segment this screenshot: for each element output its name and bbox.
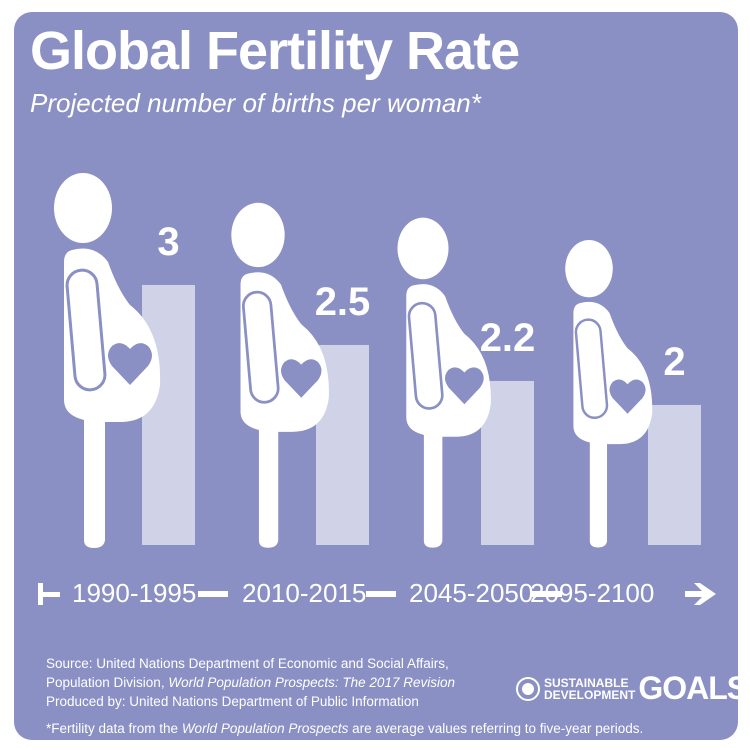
body [64, 248, 161, 548]
produced-by: Produced by: United Nations Department o… [46, 694, 419, 709]
arm [65, 268, 107, 392]
source-publication: World Population Prospects: The 2017 Rev… [168, 675, 455, 690]
logo-text: SUSTAINABLE DEVELOPMENT [544, 677, 635, 701]
arm [241, 290, 280, 404]
body [406, 284, 491, 548]
heart-icon [609, 379, 646, 414]
source-prefix: Population Division, [46, 675, 169, 690]
source-line-1: Source: United Nations Department of Eco… [46, 656, 449, 671]
period-label-1: 1990-1995 [72, 578, 197, 608]
pregnant-woman-icon-3 [397, 217, 491, 548]
logo-goals: GOALS [638, 670, 748, 706]
source-line-2: Population Division, World Population Pr… [46, 675, 455, 690]
pregnant-woman-icon-2 [231, 202, 329, 548]
logo-line-1: SUSTAINABLE [544, 675, 629, 690]
head [397, 217, 449, 280]
pregnant-woman-icon-4 [565, 239, 653, 548]
body [573, 301, 653, 548]
un-emblem-icon [516, 676, 540, 701]
sdg-logo: SUSTAINABLE DEVELOPMENT GOALS [516, 670, 748, 707]
period-label-3: 2045-2050 [409, 578, 534, 608]
arm [574, 318, 609, 419]
footnote-suffix: are average values referring to five-yea… [348, 721, 644, 736]
timeline-segment-2 [198, 591, 228, 597]
heart-icon [445, 367, 484, 405]
arm [407, 301, 444, 410]
page-title: Global Fertility Rate [30, 21, 520, 81]
timeline-segment-4 [532, 591, 562, 597]
data-label-2: 2.5 [315, 280, 371, 324]
data-label-4: 2 [663, 340, 685, 384]
timeline-arrow-icon [685, 583, 716, 605]
footnote-prefix: *Fertility data from the [46, 721, 182, 736]
heart-icon [281, 359, 322, 398]
data-label-1: 3 [157, 220, 179, 264]
pregnant-woman-icon-1 [54, 173, 161, 548]
period-label-4: 2095-2100 [530, 578, 655, 608]
body [240, 272, 329, 548]
timeline-segment-3 [366, 591, 396, 597]
head [565, 239, 613, 298]
footnote-publication: World Population Prospects [181, 721, 349, 736]
logo-line-2: DEVELOPMENT [544, 687, 636, 702]
bar-4 [648, 404, 701, 545]
subtitle: Projected number of births per woman* [30, 88, 481, 118]
timeline-segment-1 [38, 592, 60, 597]
bar-1 [142, 284, 195, 545]
head [54, 173, 112, 243]
period-label-2: 2010-2015 [242, 578, 367, 608]
data-label-3: 2.2 [480, 316, 536, 360]
heart-icon [108, 343, 152, 385]
footnote: *Fertility data from the World Populatio… [46, 721, 643, 736]
head [231, 202, 285, 268]
